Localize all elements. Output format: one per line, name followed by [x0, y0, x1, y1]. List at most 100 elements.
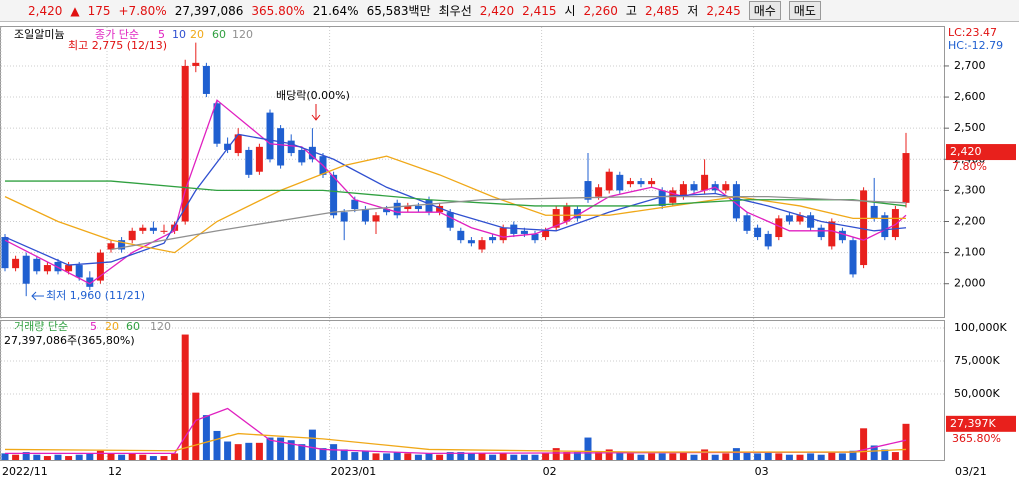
candle-body	[54, 261, 62, 272]
legend-entry: 20	[190, 28, 204, 41]
candle-body	[605, 171, 613, 191]
open-label: 시	[564, 4, 576, 18]
candle-body	[796, 215, 804, 222]
candle-body	[414, 205, 422, 210]
candle-body	[870, 205, 878, 219]
volume-bar	[807, 453, 815, 460]
volume-bar	[563, 452, 571, 460]
high-label: 고	[625, 4, 637, 18]
candle-body	[881, 215, 889, 238]
candle-body	[139, 227, 147, 231]
volume-bar	[234, 444, 242, 460]
bid: 2,415	[522, 3, 557, 18]
candle-body	[732, 184, 740, 219]
volume-legend-entry: 120	[150, 320, 171, 333]
volume-bar	[33, 454, 41, 460]
x-tick-label: 2023/01	[331, 465, 377, 478]
candle-body	[128, 230, 136, 241]
candle-body	[372, 215, 380, 222]
volume-bar	[520, 454, 528, 460]
candle-body	[33, 258, 41, 272]
candle-body	[22, 255, 30, 284]
high: 2,485	[644, 3, 680, 18]
candle-body	[308, 146, 316, 160]
volume-bar	[817, 454, 825, 460]
volume-bar	[722, 453, 730, 460]
volume-bar	[849, 450, 857, 460]
candle-body	[648, 181, 656, 185]
volume-bar	[648, 453, 656, 460]
candle-body	[287, 140, 295, 154]
candle-body	[743, 215, 751, 231]
sell-button[interactable]: 매도	[788, 1, 821, 20]
volume-bar	[499, 453, 507, 460]
amount: 65,583백만	[366, 4, 431, 18]
candle-body	[245, 149, 253, 175]
candle-body	[298, 149, 306, 163]
candle-body	[489, 237, 497, 241]
volume-bar	[330, 444, 338, 460]
volume-bar	[584, 437, 592, 460]
volume-bar	[669, 453, 677, 460]
volume-bar	[192, 392, 200, 460]
candle-body	[860, 190, 868, 266]
candle-body	[118, 240, 126, 250]
candle-body	[701, 174, 709, 191]
volume-bar	[171, 453, 179, 460]
candle-body	[425, 199, 433, 213]
volume-bar	[340, 449, 348, 460]
candle-body	[266, 112, 274, 160]
volume-bar	[245, 442, 253, 460]
change: 175	[87, 3, 111, 18]
price-tag-rate: 7.80%	[952, 160, 987, 173]
candle-body	[393, 202, 401, 216]
y-tick-label: 2,600	[954, 90, 986, 103]
candle-body	[330, 174, 338, 216]
volume-bar	[902, 423, 910, 460]
volume-bar	[86, 453, 94, 460]
candle-body	[96, 252, 104, 281]
volume-bar	[478, 453, 486, 460]
volume-bar	[881, 449, 889, 460]
volume-rate: 365.80%	[251, 3, 305, 18]
price-panel	[0, 26, 945, 318]
candle-body	[722, 184, 730, 191]
candle-body	[351, 199, 359, 210]
volume-bar	[796, 454, 804, 460]
arrow	[31, 291, 44, 301]
candle-body	[224, 143, 232, 150]
annotation: 최고 2,775 (12/13)	[68, 39, 167, 52]
ma-line	[4, 133, 907, 266]
buy-button[interactable]: 매수	[748, 1, 781, 20]
candle-body	[499, 227, 507, 241]
volume-bar	[213, 430, 221, 460]
volume-bar	[266, 437, 274, 460]
x-tick-label: 02	[543, 465, 557, 478]
volume-bar	[287, 440, 295, 460]
volume-bar	[1, 453, 9, 460]
candle-body	[467, 240, 475, 244]
ask: 2,420	[479, 3, 515, 18]
candle-body	[637, 181, 645, 185]
price: 2,420	[28, 3, 63, 18]
candle-body	[1, 237, 9, 269]
legend-entry: 5	[158, 28, 165, 41]
candle-body	[383, 209, 391, 213]
candle-body	[404, 205, 412, 210]
volume-bar	[679, 452, 687, 460]
candle-body	[902, 153, 910, 203]
volume-bar	[404, 453, 412, 460]
candle-body	[679, 184, 687, 197]
price-tag	[946, 144, 1016, 161]
candle-body	[149, 227, 157, 231]
candle-body	[446, 212, 454, 228]
volume-bar	[467, 453, 475, 460]
candle-body	[828, 221, 836, 247]
ma-line	[5, 180, 907, 207]
candle-body	[573, 209, 581, 219]
volume-bar	[308, 429, 316, 460]
volume-bar	[75, 454, 83, 460]
volume-bar	[128, 453, 136, 460]
candle-body	[12, 258, 20, 269]
candle-body	[43, 265, 51, 272]
